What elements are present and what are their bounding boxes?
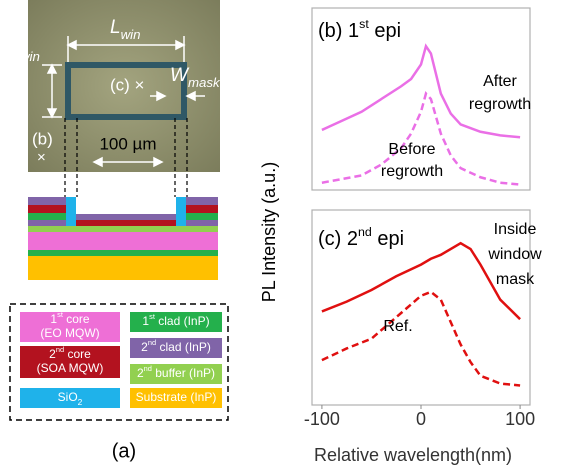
data-line: [322, 46, 520, 137]
cross-section: [28, 197, 218, 280]
legend-label-part: buffer (InP): [152, 366, 215, 380]
legend-label: (SOA MQW): [37, 361, 104, 375]
panel-label: (a): [112, 440, 136, 462]
y-axis-label: PL Intensity (a.u.): [259, 162, 279, 302]
legend-label-part: core: [63, 312, 90, 326]
figure: (a) (c) × (b) × 100 µm PL Intensity (a.u…: [0, 0, 562, 470]
legend-label: Substrate (InP): [136, 390, 217, 404]
legend-label-part: nd: [148, 338, 156, 347]
chart-title: (b) 1st epi: [318, 17, 401, 42]
annotation: regrowth: [469, 96, 531, 113]
chart-title-part: epi: [372, 228, 404, 250]
x-tick-label: 100: [505, 409, 535, 429]
annotation: window: [487, 246, 542, 263]
x-tick-label: 0: [416, 409, 426, 429]
l-win-label-part: L: [110, 17, 121, 38]
legend-label: 1st core: [50, 310, 89, 326]
legend-label-part: clad (InP): [155, 314, 210, 328]
chart-title-part: epi: [369, 20, 401, 42]
legend-label-part: nd: [56, 345, 64, 354]
legend-label-part: clad (InP): [156, 340, 211, 354]
l-win-label-part: win: [121, 27, 141, 42]
legend-label-part: core: [64, 347, 91, 361]
w-mask-label-part: mask: [188, 75, 221, 90]
window-label: (c) ×: [110, 75, 144, 94]
legend-label-part: SiO: [58, 390, 78, 404]
chart-title-part: nd: [358, 225, 372, 239]
legend-label-part: (EO MQW): [40, 326, 99, 340]
chart-title-part: (b) 1: [318, 20, 359, 42]
legend-label-part: Substrate (InP): [136, 390, 217, 404]
x-axis-label: Relative wavelength(nm): [314, 445, 512, 465]
annotation: mask: [496, 271, 535, 288]
legend-label: (EO MQW): [40, 326, 99, 340]
legend-label-part: 2: [78, 397, 83, 407]
chart-title: (c) 2nd epi: [318, 225, 404, 250]
legend-label-part: (SOA MQW): [37, 361, 104, 375]
x-tick-label: -100: [304, 409, 340, 429]
point-mark: ×: [37, 149, 46, 166]
annotation: Before: [388, 141, 435, 158]
legend-label: 2nd core: [49, 345, 91, 361]
scale-bar-label: 100 µm: [99, 134, 156, 153]
legend-label-part: nd: [144, 364, 152, 373]
annotation: Ref.: [383, 318, 412, 335]
w-win-label-part: win: [20, 49, 40, 64]
chart-title-part: (c) 2: [318, 228, 358, 250]
annotation: Inside: [494, 221, 537, 238]
annotation: regrowth: [381, 163, 443, 180]
data-line: [322, 292, 520, 386]
annotation: After: [483, 73, 517, 90]
point-label: (b): [32, 129, 53, 148]
